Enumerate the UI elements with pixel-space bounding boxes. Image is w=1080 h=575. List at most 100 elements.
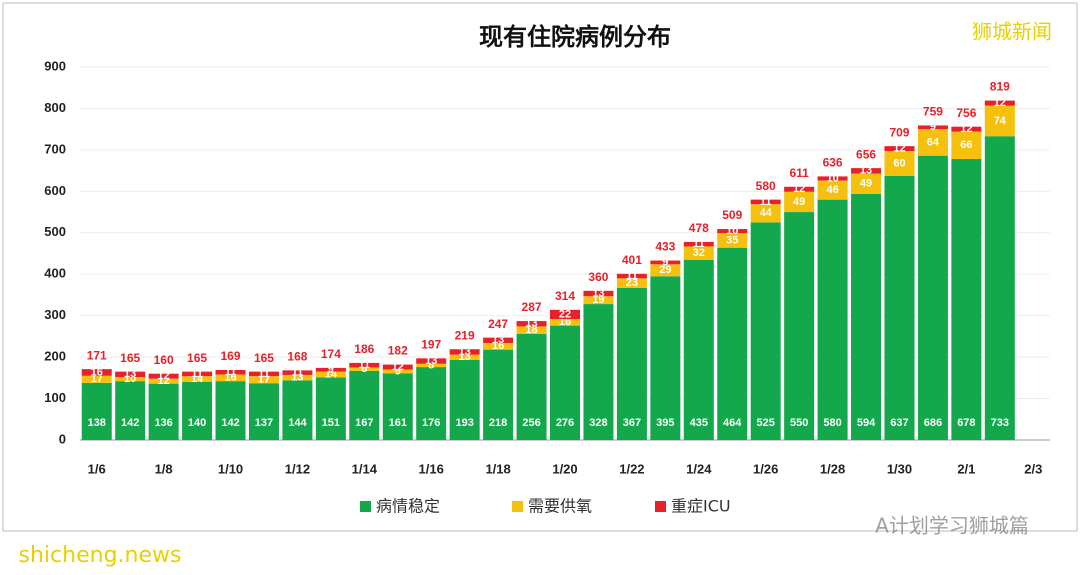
data-label: 8 xyxy=(428,359,434,371)
bar-segment xyxy=(750,199,781,205)
watermark: shicheng.news xyxy=(19,543,182,568)
bar-segment xyxy=(817,176,848,181)
x-tick-label: 1/26 xyxy=(753,461,778,476)
data-label: 29 xyxy=(659,264,671,276)
data-label: 13 xyxy=(525,318,537,330)
data-label: 11 xyxy=(292,367,304,379)
total-label: 360 xyxy=(588,270,608,284)
bar-segment xyxy=(817,199,848,440)
total-label: 174 xyxy=(321,347,341,361)
data-label: 17 xyxy=(91,373,103,385)
legend-label: 需要供氧 xyxy=(528,497,592,516)
total-label: 509 xyxy=(722,208,742,222)
data-label: 13 xyxy=(425,355,437,367)
bar-segment xyxy=(148,373,179,379)
data-label: 16 xyxy=(224,372,236,384)
total-label: 247 xyxy=(488,317,508,331)
total-label: 819 xyxy=(990,80,1010,94)
bar-segment xyxy=(483,343,514,350)
bar-segment xyxy=(683,259,714,440)
legend-swatch xyxy=(655,501,666,512)
total-label: 759 xyxy=(923,105,943,119)
bar-segment xyxy=(650,276,681,440)
y-tick-label: 600 xyxy=(44,183,66,198)
total-label: 169 xyxy=(221,349,241,363)
bar-segment xyxy=(483,337,514,344)
data-label: 142 xyxy=(121,417,139,429)
y-tick-label: 500 xyxy=(44,224,66,239)
data-label: 525 xyxy=(757,417,775,429)
data-label: 140 xyxy=(188,417,206,429)
data-label: 13 xyxy=(459,346,471,358)
data-label: 44 xyxy=(760,207,773,219)
bar-segment xyxy=(282,374,313,381)
data-label: 9 xyxy=(662,256,668,268)
bar-segment xyxy=(182,376,213,382)
data-label: 10 xyxy=(826,172,838,184)
data-label: 218 xyxy=(489,417,507,429)
data-label: 12 xyxy=(392,361,404,373)
bar-segment xyxy=(81,369,112,376)
total-label: 160 xyxy=(154,353,174,367)
x-tick-label: 1/14 xyxy=(352,461,378,476)
data-label: 13 xyxy=(592,287,604,299)
bar-segment xyxy=(382,364,413,370)
data-label: 276 xyxy=(556,417,574,429)
data-label: 12 xyxy=(157,370,169,382)
data-label: 550 xyxy=(790,417,808,429)
total-label: 165 xyxy=(187,351,207,365)
y-tick-label: 800 xyxy=(44,100,66,115)
data-label: 49 xyxy=(860,178,872,190)
bar-segment xyxy=(784,191,815,213)
data-label: 594 xyxy=(857,417,876,429)
bar-segment xyxy=(616,273,647,279)
bar-segment xyxy=(248,371,279,377)
total-label: 636 xyxy=(823,156,843,170)
data-label: 367 xyxy=(623,417,641,429)
bar-segment xyxy=(449,354,480,361)
bar-segment xyxy=(382,373,413,440)
bar-segment xyxy=(951,159,982,441)
bar-segment xyxy=(984,105,1015,137)
total-label: 182 xyxy=(388,344,408,358)
bar-segment xyxy=(483,349,514,440)
data-label: 464 xyxy=(723,417,742,429)
data-label: 678 xyxy=(957,417,975,429)
bar-segment xyxy=(851,173,882,194)
bar-segment xyxy=(349,367,380,371)
bar-segment xyxy=(616,287,647,440)
bar-segment xyxy=(884,151,915,176)
bar-segment xyxy=(683,246,714,260)
data-label: 35 xyxy=(726,234,738,246)
watermark: A计划学习狮城篇 xyxy=(875,514,1029,538)
data-label: 12 xyxy=(793,183,805,195)
bar-segment xyxy=(984,100,1015,106)
bar-segment xyxy=(550,318,580,326)
bar-segment xyxy=(282,370,313,375)
bar-segment xyxy=(416,358,447,364)
data-label: 12 xyxy=(893,143,905,155)
x-tick-label: 1/22 xyxy=(619,461,644,476)
y-tick-label: 400 xyxy=(44,266,66,281)
data-label: 46 xyxy=(826,184,838,196)
watermark: 狮城新闻 xyxy=(972,20,1052,44)
total-label: 401 xyxy=(622,253,642,267)
x-tick-label: 2/1 xyxy=(957,461,975,476)
total-label: 314 xyxy=(555,289,575,303)
total-label: 709 xyxy=(889,125,909,139)
data-label: 74 xyxy=(994,115,1007,127)
bar-segment xyxy=(817,180,848,200)
bar-segment xyxy=(583,304,614,440)
data-label: 66 xyxy=(960,139,972,151)
bar-segment xyxy=(951,126,982,132)
data-label: 167 xyxy=(355,417,373,429)
data-label: 22 xyxy=(559,308,571,320)
data-label: 637 xyxy=(890,417,908,429)
data-label: 193 xyxy=(455,417,473,429)
bar-segment xyxy=(884,175,915,440)
bar-segment xyxy=(650,260,681,265)
data-label: 435 xyxy=(690,417,708,429)
data-label: 256 xyxy=(522,417,540,429)
y-tick-label: 300 xyxy=(44,307,66,322)
